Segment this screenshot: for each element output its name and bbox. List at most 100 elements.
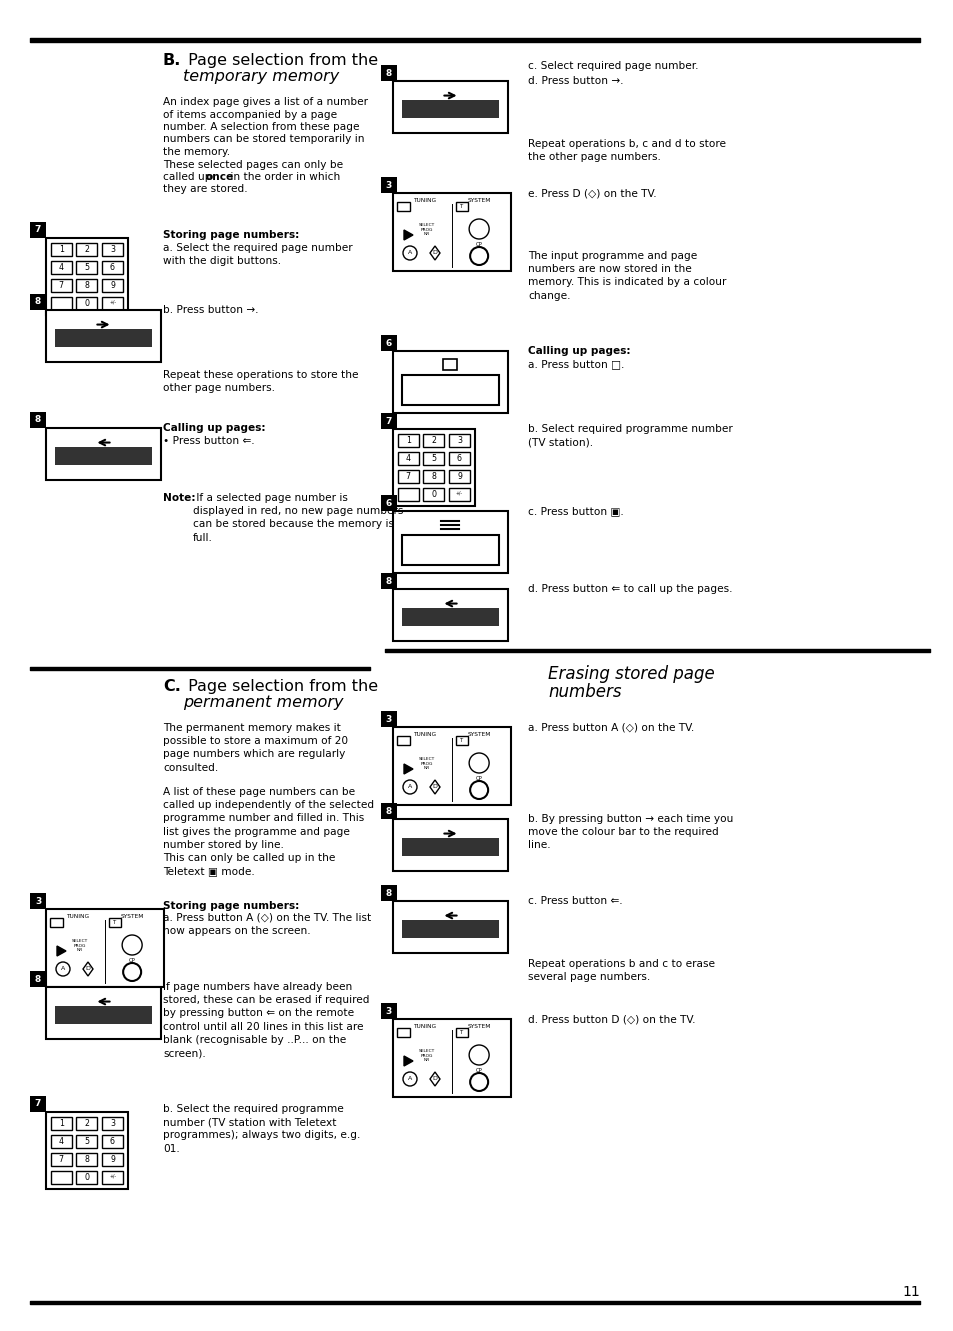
Text: The input programme and page
numbers are now stored in the
memory. This is indic: The input programme and page numbers are… xyxy=(527,252,725,301)
Text: d. Press button →.: d. Press button →. xyxy=(527,76,623,87)
Text: D: D xyxy=(432,1077,437,1082)
Text: T: T xyxy=(113,920,116,925)
Text: 8: 8 xyxy=(84,1155,90,1165)
Bar xyxy=(423,470,444,483)
Text: An index page gives a list of a number: An index page gives a list of a number xyxy=(163,97,368,106)
Text: 8: 8 xyxy=(385,576,392,586)
Bar xyxy=(102,1153,123,1166)
Text: e. Press D (◇) on the TV.: e. Press D (◇) on the TV. xyxy=(527,188,656,198)
Bar xyxy=(396,202,410,212)
Text: 3: 3 xyxy=(456,435,461,445)
Text: 8: 8 xyxy=(385,889,392,897)
Bar xyxy=(46,310,161,362)
Text: T: T xyxy=(460,204,463,209)
Text: Calling up pages:: Calling up pages: xyxy=(527,346,630,355)
Text: 8: 8 xyxy=(84,281,90,290)
Bar xyxy=(30,294,46,310)
Text: 0: 0 xyxy=(84,299,90,307)
Text: The permanent memory makes it
possible to store a maximum of 20
page numbers whi: The permanent memory makes it possible t… xyxy=(163,723,348,772)
Bar xyxy=(380,335,396,351)
Bar xyxy=(102,1117,123,1130)
Text: 2: 2 xyxy=(84,1119,90,1127)
Text: Erasing stored page: Erasing stored page xyxy=(547,666,714,683)
Bar xyxy=(393,193,511,272)
Text: 0: 0 xyxy=(84,1173,90,1182)
Bar xyxy=(76,242,97,256)
Text: SYSTEM: SYSTEM xyxy=(467,198,490,204)
Text: 5: 5 xyxy=(84,1137,90,1146)
Text: 1: 1 xyxy=(405,435,411,445)
Bar xyxy=(396,736,410,745)
Text: Storing page numbers:: Storing page numbers: xyxy=(163,901,299,910)
Bar xyxy=(46,429,161,480)
Text: TUNING: TUNING xyxy=(413,198,436,204)
Text: CP: CP xyxy=(129,958,135,964)
Bar xyxy=(102,261,123,274)
Text: C.: C. xyxy=(163,679,181,693)
Text: a. Press button A (◇) on the TV.: a. Press button A (◇) on the TV. xyxy=(527,721,694,732)
Text: SELECT
PROG
NR: SELECT PROG NR xyxy=(418,224,435,236)
Bar xyxy=(423,434,444,447)
Text: they are stored.: they are stored. xyxy=(163,185,248,194)
Text: 3: 3 xyxy=(110,245,115,254)
Text: T: T xyxy=(460,1030,463,1036)
Text: 4: 4 xyxy=(405,454,411,463)
Text: 6: 6 xyxy=(110,1137,115,1146)
Text: B.: B. xyxy=(163,53,181,68)
Bar xyxy=(102,297,123,310)
Bar xyxy=(102,1135,123,1149)
Polygon shape xyxy=(403,230,413,240)
Text: Calling up pages:: Calling up pages: xyxy=(163,423,265,433)
Text: temporary memory: temporary memory xyxy=(183,69,339,84)
Bar xyxy=(46,988,161,1040)
Text: Repeat operations b, c and d to store
the other page numbers.: Repeat operations b, c and d to store th… xyxy=(527,138,725,162)
Bar xyxy=(397,470,418,483)
Bar xyxy=(55,447,152,466)
Text: 11: 11 xyxy=(902,1284,919,1299)
Bar xyxy=(76,261,97,274)
Text: 6: 6 xyxy=(110,264,115,272)
Text: 6: 6 xyxy=(456,454,461,463)
Bar xyxy=(46,238,128,315)
Text: SELECT
PROG
NR: SELECT PROG NR xyxy=(418,1049,435,1062)
Bar xyxy=(380,177,396,193)
Bar xyxy=(397,488,418,502)
Text: 1: 1 xyxy=(59,245,64,254)
Text: D: D xyxy=(86,966,91,972)
Text: 9: 9 xyxy=(110,1155,114,1165)
Text: Repeat these operations to store the
other page numbers.: Repeat these operations to store the oth… xyxy=(163,370,358,393)
Text: TUNING: TUNING xyxy=(66,914,90,918)
Text: 7: 7 xyxy=(59,1155,64,1165)
Text: 2: 2 xyxy=(431,435,436,445)
Text: 7: 7 xyxy=(34,225,41,234)
Bar xyxy=(76,297,97,310)
Bar xyxy=(30,893,46,909)
Text: SYSTEM: SYSTEM xyxy=(467,732,490,737)
Text: b. By pressing button → each time you
move the colour bar to the required
line.: b. By pressing button → each time you mo… xyxy=(527,815,733,851)
Polygon shape xyxy=(403,1055,413,1066)
Bar xyxy=(30,413,46,429)
Bar xyxy=(402,100,498,118)
Text: Repeat operations b and c to erase
several page numbers.: Repeat operations b and c to erase sever… xyxy=(527,960,714,982)
Bar xyxy=(380,495,396,511)
Text: c. Press button ⇐.: c. Press button ⇐. xyxy=(527,896,622,906)
Text: D: D xyxy=(432,784,437,789)
Bar xyxy=(380,574,396,590)
Text: +/-: +/- xyxy=(109,1174,116,1179)
Text: d. Press button D (◇) on the TV.: d. Press button D (◇) on the TV. xyxy=(527,1014,695,1024)
Text: +/-: +/- xyxy=(456,491,462,495)
Text: 6: 6 xyxy=(385,499,392,507)
Text: 3: 3 xyxy=(35,897,41,905)
Bar xyxy=(456,202,468,212)
Bar xyxy=(380,885,396,901)
Bar xyxy=(76,1117,97,1130)
Bar xyxy=(393,727,511,805)
Bar xyxy=(443,359,457,370)
Text: 3: 3 xyxy=(385,1006,392,1016)
Text: b. Press button →.: b. Press button →. xyxy=(163,305,258,315)
Text: 8: 8 xyxy=(35,974,41,984)
Bar xyxy=(380,1004,396,1020)
Text: c. Press button ▣.: c. Press button ▣. xyxy=(527,506,623,516)
Text: 3: 3 xyxy=(385,715,392,724)
Bar xyxy=(30,1095,46,1111)
